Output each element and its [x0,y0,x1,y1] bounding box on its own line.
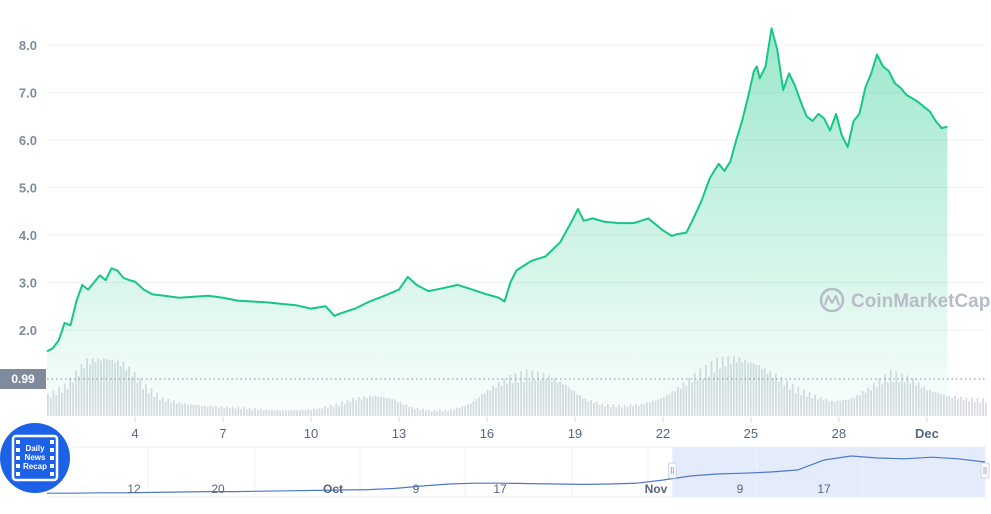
x-tick-label: 22 [656,426,670,441]
logo-line-3: Recap [23,462,47,471]
volume-bar [982,398,984,416]
volume-bar [959,396,962,416]
navigator-tick-label: Nov [645,482,668,496]
x-tick-label: 10 [304,426,318,441]
navigator-tick-label: 17 [817,482,831,496]
x-tick-label: 19 [568,426,582,441]
coinmarketcap-logo-icon [819,287,845,313]
volume-bar [965,397,968,416]
volume-bar [948,395,951,416]
navigator-tick-label: 9 [413,482,420,496]
film-icon [11,434,59,482]
volume-bar [957,398,959,416]
y-tick-label: 7.0 [19,86,37,101]
volume-bar [973,401,976,416]
y-tick-label: 4.0 [19,228,37,243]
x-tick-label: Dec [915,426,939,441]
volume-bar [976,398,979,416]
x-tick-label: 25 [744,426,758,441]
x-tick-label: 16 [480,426,494,441]
price-line [46,27,948,353]
y-tick-label: 8.0 [19,38,37,53]
navigator-tick-label: Oct [323,482,343,496]
navigator-line [47,455,986,494]
x-tick-label: 13 [392,426,406,441]
volume-bar [951,397,954,416]
watermark-text: CoinMarketCap [851,291,990,312]
y-axis: 8.0 7.0 6.0 5.0 4.0 3.0 2.0 [19,38,37,338]
y-tick-label: 2.0 [19,323,37,338]
navigator-right-handle[interactable] [980,462,990,479]
daily-news-recap-logo: Daily News Recap [0,423,70,493]
volume-bar [962,400,965,416]
x-tick-label: 4 [131,426,138,441]
navigator-tick-label: 17 [493,482,507,496]
y-tick-label: 6.0 [19,133,37,148]
navigator-tick-label: 12 [127,482,141,496]
reference-line-group: 0.99 [0,369,985,389]
logo-line-1: Daily [25,444,45,453]
y-tick-label: 5.0 [19,181,37,196]
reference-badge-label: 0.99 [11,372,35,386]
volume-bar [954,396,956,416]
reference-badge [0,369,46,389]
watermark: CoinMarketCap [819,287,990,313]
logo-line-2: News [25,453,46,462]
y-tick-label: 3.0 [19,276,37,291]
range-navigator[interactable]: 12 20 Oct 9 17 Nov 9 17 [46,446,990,498]
volume-bar [968,401,970,416]
price-area [46,27,948,417]
volume-bar [979,402,982,416]
x-tick-label: 28 [832,426,846,441]
volume-bar [985,403,987,416]
x-tick-label: 7 [219,426,226,441]
volume-bar [971,397,973,416]
x-axis: 4 7 10 13 16 19 22 25 28 Dec [131,417,939,441]
price-area-fill [47,28,948,417]
navigator-selection[interactable] [672,447,985,497]
navigator-tick-label: 9 [737,482,744,496]
navigator-left-handle[interactable] [667,462,677,479]
navigator-tick-label: 20 [211,482,225,496]
